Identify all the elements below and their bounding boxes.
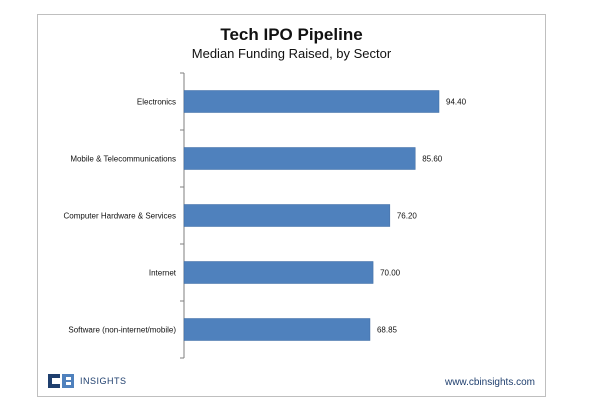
bar — [183, 90, 440, 113]
cb-insights-logo: INSIGHTS — [48, 372, 127, 390]
category-label: Computer Hardware & Services — [64, 212, 176, 221]
category-label: Internet — [149, 269, 177, 278]
category-label: Software (non-internet/mobile) — [68, 326, 176, 335]
category-label: Electronics — [137, 98, 176, 107]
bar-value-label: 76.20 — [397, 212, 418, 221]
source-url: www.cbinsights.com — [444, 377, 535, 388]
bar-value-label: 85.60 — [422, 155, 443, 164]
bar — [183, 204, 391, 227]
bar — [183, 261, 374, 284]
bar — [183, 318, 371, 341]
cb-logo-icon — [48, 374, 74, 388]
category-label: Mobile & Telecommunications — [70, 155, 176, 164]
logo-wordmark: INSIGHTS — [80, 376, 127, 386]
bar-chart-plot: Electronics 94.40 Mobile & Telecommunicati… — [64, 72, 467, 359]
bar-value-label: 70.00 — [380, 269, 401, 278]
bar-value-label: 68.85 — [377, 326, 398, 335]
chart-subtitle: Median Funding Raised, by Sector — [191, 46, 392, 61]
bar-value-label: 94.40 — [446, 98, 467, 107]
bar — [183, 147, 416, 170]
chart-frame: Tech IPO Pipeline Median Funding Raised,… — [37, 14, 546, 397]
chart-title: Tech IPO Pipeline — [220, 25, 363, 44]
